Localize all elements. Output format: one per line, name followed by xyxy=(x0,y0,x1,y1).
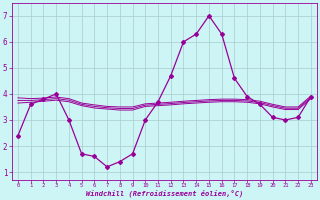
X-axis label: Windchill (Refroidissement éolien,°C): Windchill (Refroidissement éolien,°C) xyxy=(86,190,243,197)
